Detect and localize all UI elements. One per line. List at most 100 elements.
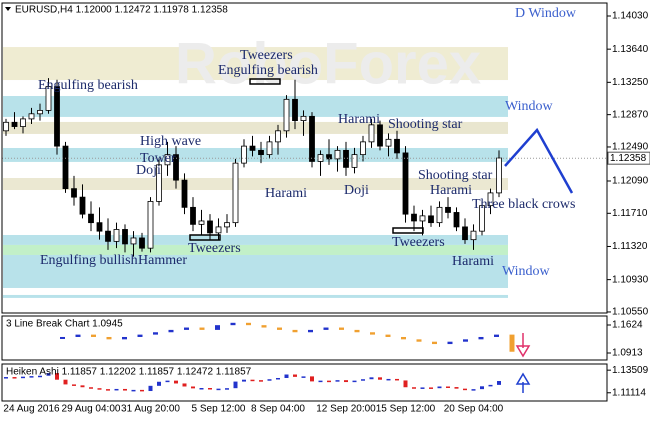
pattern-label: Three black crows [472, 197, 575, 212]
candle-body [113, 229, 120, 242]
candle-body [62, 145, 69, 190]
heiken-ashi-bar [310, 376, 314, 382]
heiken-ashi-bar [429, 387, 433, 389]
heiken-ashi-bar [420, 387, 425, 389]
candle-body [105, 230, 111, 242]
candle-body [224, 222, 230, 228]
candle-body [232, 162, 239, 224]
candle-body [453, 212, 460, 228]
line-break-brick [478, 336, 484, 340]
heiken-ashi-bar [208, 387, 212, 390]
heiken-ashi-bar [327, 380, 331, 383]
watermark: RoboForex [175, 31, 481, 96]
line-break-brick [323, 327, 329, 330]
line-break-brick [463, 339, 468, 342]
candle-body [334, 149, 341, 160]
heiken-ashi-bar [267, 379, 272, 381]
candle-body [351, 154, 358, 168]
candle-body [385, 138, 392, 147]
heiken-ashi-bar [454, 387, 459, 389]
pattern-label: Tweezers [392, 235, 445, 250]
pattern-label: Tower [140, 151, 176, 166]
heiken-ashi-bar [174, 380, 178, 384]
candle-body [79, 196, 86, 215]
zone [3, 254, 508, 288]
heiken-ashi-bar [259, 380, 263, 382]
heiken-ashi-bar [123, 388, 127, 391]
pattern-box [189, 234, 221, 241]
line-break-title: 3 Line Break Chart 1.0945 [6, 319, 123, 330]
candle-body [411, 213, 417, 222]
x-tick-label: 5 Sep 12:00 [192, 404, 246, 415]
heiken-ashi-bar [89, 387, 93, 389]
line-break-brick [215, 325, 220, 330]
y-tick-label: 1.1624 [612, 320, 643, 331]
last-price-box [607, 151, 650, 165]
heiken-ashi-bar [352, 380, 357, 383]
candle-body [96, 222, 103, 232]
heiken-ashi-bar [199, 387, 204, 390]
heiken-ashi-bar [80, 385, 85, 388]
candle-body [37, 109, 43, 115]
heiken-ashi-bar [55, 373, 59, 380]
candle-body [198, 220, 205, 225]
pattern-label: Harami [265, 186, 307, 201]
candle-body [20, 118, 26, 127]
y-tick-label: 1.14030 [612, 11, 649, 22]
candle-body [207, 220, 213, 234]
heiken-ashi-bar [395, 378, 399, 381]
y-tick-label: 1.13509 [612, 365, 649, 376]
line-break-brick [246, 322, 251, 326]
pattern-box [392, 227, 424, 234]
candle-body [470, 230, 477, 241]
heiken-ashi-bar [284, 374, 289, 378]
pattern-label: Shooting star [388, 117, 463, 132]
x-tick-label: 24 Aug 2016 [3, 404, 60, 415]
line-break-brick [137, 334, 143, 337]
heiken-ashi-bar [480, 386, 484, 390]
candle-body [300, 115, 307, 122]
candle-body [402, 152, 409, 215]
heiken-ashi-bar [114, 388, 119, 391]
candle-body [130, 237, 137, 245]
zone [3, 47, 508, 81]
line-break-brick [199, 327, 205, 330]
pattern-label: Engulfing bearish [38, 78, 138, 93]
y-tick-label: 1.11710 [612, 208, 648, 219]
heiken-ashi-bar [191, 386, 195, 389]
heiken-ashi-bar [497, 381, 501, 385]
line-break-brick [401, 336, 406, 340]
y-tick-label: 1.10550 [612, 307, 649, 318]
heiken-ashi-bar [233, 381, 238, 389]
line-break-brick [122, 336, 127, 340]
y-tick-label: 1.13250 [612, 77, 649, 88]
heiken-ashi-bar [463, 388, 467, 391]
candle-body [173, 154, 179, 181]
candle-body [11, 121, 18, 127]
heiken-ashi-bar [12, 377, 17, 379]
heiken-ashi-bar [369, 377, 374, 380]
heiken-ashi-bar [165, 380, 170, 383]
heiken-ashi-bar [225, 388, 229, 390]
candle-body [309, 115, 315, 162]
zone [3, 244, 508, 255]
y-tick-label: 1.12490 [612, 142, 649, 153]
line-break-brick [370, 332, 375, 335]
pattern-label: Harami [430, 183, 472, 198]
heiken-ashi-bar [38, 375, 42, 378]
y-tick-label: 1.12870 [612, 109, 649, 120]
candle-body [360, 141, 366, 156]
heiken-ashi-bar [46, 373, 51, 376]
heiken-ashi-bar [361, 379, 365, 381]
pattern-label: Shooting star [418, 168, 493, 183]
heiken-ashi-bar [412, 387, 416, 389]
line-break-brick [432, 341, 437, 345]
line-break-brick [447, 341, 453, 345]
y-tick-label: 1.0913 [612, 348, 643, 359]
heiken-ashi-bar [29, 376, 34, 378]
pattern-label: Tweezers [188, 241, 241, 256]
candle-body [462, 226, 468, 241]
candle-body [181, 179, 188, 208]
line-break-brick [91, 334, 96, 337]
heiken-ashi-bar [446, 386, 450, 388]
